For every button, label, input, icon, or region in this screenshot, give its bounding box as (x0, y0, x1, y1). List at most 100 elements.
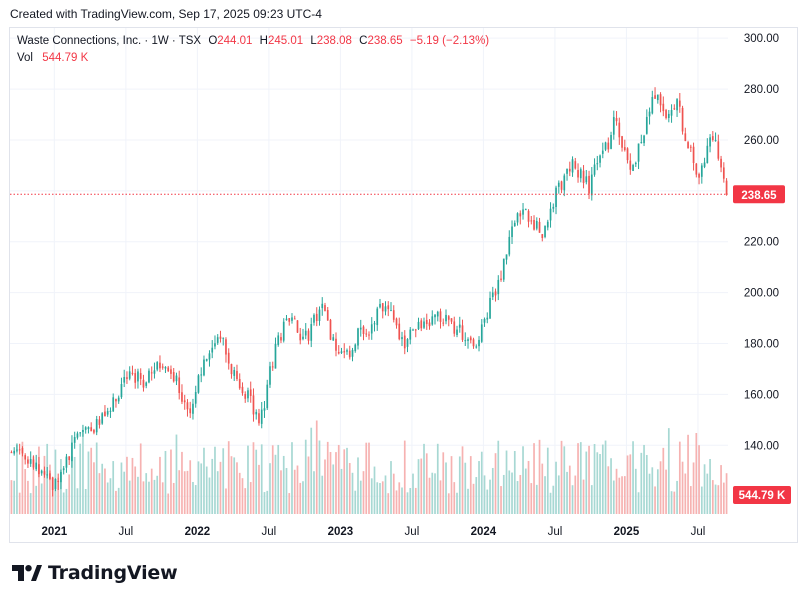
candle-body (406, 339, 409, 347)
volume-bar (359, 480, 362, 514)
volume-bar (524, 468, 527, 514)
candle-body (599, 155, 601, 163)
volume-bar (329, 452, 332, 514)
candle-body (214, 343, 216, 347)
candle-body (379, 303, 381, 308)
price-tick-label: 260.00 (744, 135, 779, 147)
volume-bar (104, 468, 106, 514)
candle-body (95, 419, 98, 433)
volume-bar (673, 491, 676, 514)
candle-body (324, 305, 326, 311)
legend-ohlc: Waste Connections, Inc. · 1W · TSX O244.… (17, 35, 490, 47)
candle-body (464, 340, 467, 342)
candle-body (428, 322, 431, 327)
candle-body (392, 310, 395, 320)
price-tick-label: 180.00 (744, 339, 779, 351)
candle-body (676, 99, 678, 111)
volume-bar (637, 492, 640, 514)
volume-bar (216, 471, 219, 514)
volume-bar (238, 472, 241, 514)
candle-body (700, 165, 703, 177)
volume-bar (285, 468, 288, 514)
volume-bar (200, 463, 203, 514)
volume-bar (343, 449, 346, 514)
time-tick-label: Jul (262, 526, 277, 538)
candle-body (318, 309, 321, 321)
volume-bar (494, 453, 497, 514)
volume-bar (139, 443, 142, 514)
candle-body (555, 187, 557, 208)
candle-body (398, 323, 401, 340)
volume-bar (16, 443, 18, 514)
candle-body (60, 471, 62, 483)
candle-body (271, 366, 274, 368)
volume-bar (665, 469, 667, 514)
volume-bar (128, 480, 131, 514)
time-tick-label: 2024 (471, 526, 497, 538)
volume-bar (150, 468, 153, 514)
candle-body (695, 163, 698, 175)
candle-body (65, 456, 68, 468)
candle-body (172, 372, 175, 382)
volume-bar (214, 446, 216, 514)
legend-exchange: TSX (178, 35, 202, 47)
volume-bar (445, 462, 447, 514)
candle-body (634, 162, 637, 165)
candle-body (43, 471, 46, 475)
candle-body (101, 413, 104, 424)
legend-close: 238.65 (367, 35, 403, 47)
legend-low-label: L (310, 35, 317, 47)
legend-vol-value: 544.79 K (42, 52, 89, 64)
volume-bar (148, 481, 150, 514)
candle-body (40, 470, 43, 474)
volume-bar (387, 493, 390, 514)
candle-body (445, 314, 447, 322)
volume-bar (159, 456, 161, 514)
candle-body (643, 135, 645, 144)
candle-body (439, 311, 442, 322)
candle-body (359, 327, 362, 330)
volume-bar (335, 452, 337, 514)
price-tick-label: 220.00 (744, 237, 779, 249)
candle-body (601, 150, 604, 154)
volume-bar (546, 447, 549, 514)
volume-bar (29, 493, 32, 514)
volume-bar (365, 442, 368, 514)
candle-body (285, 318, 288, 321)
volume-bar (172, 482, 175, 514)
chart-caption: Created with TradingView.com, Sep 17, 20… (10, 7, 322, 21)
candle-body (126, 377, 128, 379)
volume-bar (612, 480, 615, 514)
legend-open: 244.01 (217, 35, 253, 47)
volume-bar (579, 442, 582, 514)
candle-body (293, 318, 296, 320)
candle-body (194, 391, 197, 404)
candle-body (692, 146, 695, 164)
time-tick-label: 2022 (185, 526, 211, 538)
candle-body (497, 279, 500, 295)
candle-body (307, 330, 310, 341)
candle-body (678, 100, 681, 107)
volume-bar (709, 459, 711, 514)
candle-body (68, 456, 71, 461)
time-tick-label: 2023 (328, 526, 354, 538)
candle-body (711, 136, 714, 140)
candle-body (269, 366, 271, 385)
candle-body (582, 170, 585, 183)
volume-bar (604, 440, 607, 514)
brand[interactable]: TradingView (12, 562, 178, 584)
candle-body (302, 336, 304, 340)
price-tick-label: 160.00 (744, 389, 779, 401)
candle-body (574, 161, 577, 169)
volume-bar (313, 471, 315, 514)
volume-bar (326, 441, 329, 514)
volume-bar (79, 443, 82, 514)
volume-bar (596, 452, 599, 514)
legend-volume: Vol 544.79 K (17, 52, 88, 64)
volume-bar (98, 473, 101, 514)
volume-bar (13, 480, 16, 514)
volume-bar (348, 463, 351, 514)
volume-bar (304, 439, 307, 514)
volume-bar (453, 482, 456, 514)
